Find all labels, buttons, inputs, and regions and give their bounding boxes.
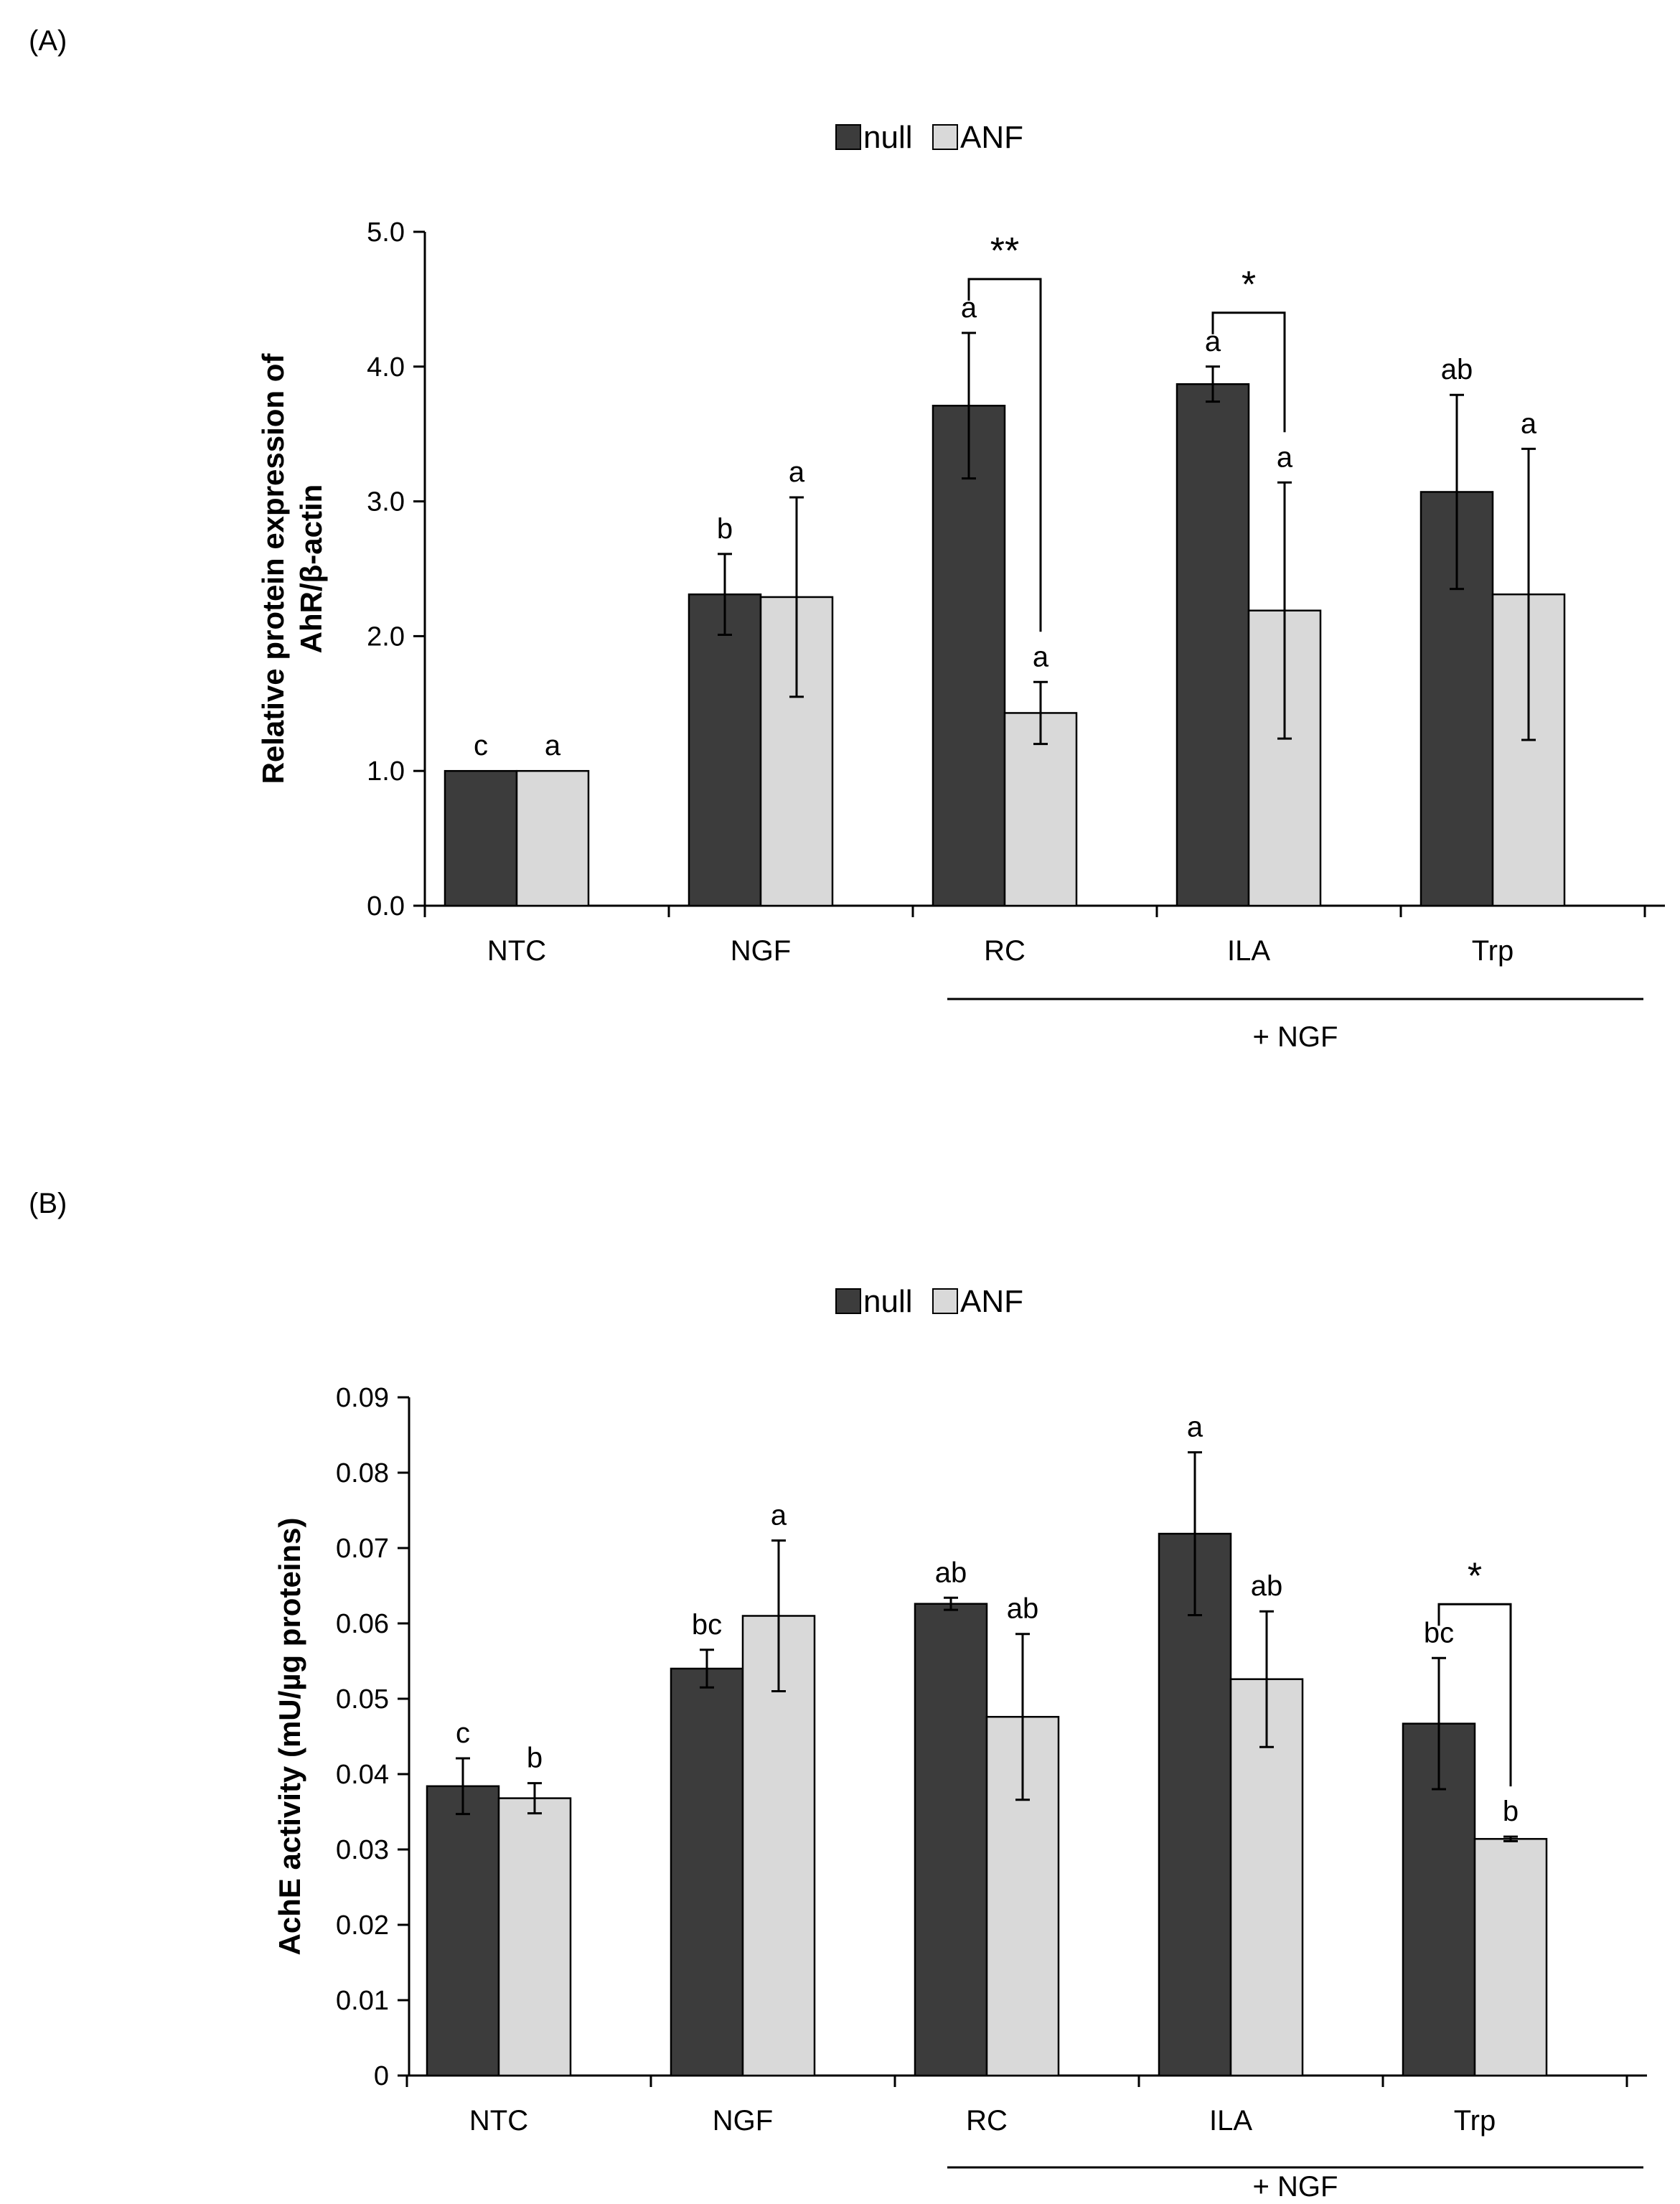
x-category-label-ntc: NTC	[487, 935, 546, 967]
y-tick-label: 0.0	[367, 891, 405, 922]
significance-letter: ab	[935, 1557, 967, 1588]
x-category-label-ila: ILA	[1227, 935, 1270, 967]
y-tick-label: 0.07	[336, 1534, 389, 1564]
y-tick-label: 0.09	[336, 1383, 389, 1413]
chart-panel-a: (A) null ANF 0.0 1.0 2.0 3.0 4.0 5.0 Relative pro…	[29, 25, 1665, 1053]
significance-letter: b	[527, 1743, 543, 1774]
y-tick-label: 0.05	[336, 1684, 389, 1715]
significance-letter: a	[1033, 641, 1049, 672]
significance-letter: ab	[1251, 1570, 1283, 1602]
bar-null-ngf	[670, 1667, 744, 2077]
significance-star: *	[1242, 264, 1256, 306]
x-category-label-rc: RC	[984, 935, 1026, 967]
bar-null-ila	[1158, 1532, 1232, 2077]
y-axis-title: AchE activity (mU/µg proteins)	[273, 1518, 306, 1956]
bar-anf-ntc	[515, 769, 590, 907]
significance-letter: a	[961, 292, 977, 324]
y-tick-label: 4.0	[367, 352, 405, 383]
significance-star: **	[990, 230, 1019, 272]
significance-bracket	[967, 278, 1042, 632]
group-label-ngf: + NGF	[1253, 2171, 1338, 2203]
group-label-ngf: + NGF	[1253, 1021, 1338, 1053]
bar-anf-trp	[1473, 1838, 1548, 2077]
legend-label-null: null	[863, 120, 913, 155]
bar-null-rc	[931, 405, 1006, 907]
y-tick-label: 0.06	[336, 1609, 389, 1639]
bar-anf-ntc	[497, 1797, 572, 2077]
chart-panel-b: (B) null ANF 0 0.01 0.02 0.03 0.04 0.05 0.06 0.07 0…	[29, 1188, 1647, 2203]
x-category-label-rc: RC	[966, 2105, 1008, 2137]
x-category-label-ila: ILA	[1209, 2105, 1252, 2137]
y-tick-label: 3.0	[367, 487, 405, 517]
bar-null-rc	[914, 1603, 988, 2077]
significance-letter: a	[771, 1500, 787, 1532]
x-category-label-ngf: NGF	[713, 2105, 773, 2137]
significance-bracket	[1437, 1603, 1512, 1787]
significance-letter: a	[1187, 1412, 1203, 1443]
bar-null-ntc	[426, 1785, 500, 2077]
panel-label: (A)	[29, 25, 67, 57]
y-axis-title: Relative protein expression of	[256, 353, 290, 784]
x-category-label-ntc: NTC	[469, 2105, 528, 2137]
significance-letter: a	[545, 730, 561, 761]
legend-swatch-anf	[932, 1288, 958, 1314]
y-tick-label: 2.0	[367, 622, 405, 652]
significance-bracket	[1211, 311, 1286, 433]
legend-swatch-anf	[932, 124, 958, 150]
bar-null-ngf	[688, 593, 762, 907]
significance-letter: c	[474, 730, 488, 761]
x-category-label-trp: Trp	[1454, 2105, 1496, 2137]
legend-label-anf: ANF	[960, 120, 1023, 155]
significance-letter: b	[717, 513, 733, 545]
y-tick-label: 0.02	[336, 1910, 389, 1941]
significance-letter: c	[456, 1717, 470, 1749]
significance-letter: a	[789, 456, 805, 488]
bar-anf-ngf	[741, 1615, 816, 2077]
y-tick-label: 5.0	[367, 217, 405, 248]
significance-star: *	[1468, 1555, 1482, 1597]
x-category-label-trp: Trp	[1472, 935, 1514, 967]
bar-null-ila	[1175, 383, 1250, 907]
significance-letter: ab	[1441, 354, 1473, 385]
y-tick-label: 0.01	[336, 1986, 389, 2016]
bar-anf-rc	[1003, 712, 1078, 907]
significance-letter: ab	[1007, 1593, 1039, 1625]
y-tick-label: 0.08	[336, 1458, 389, 1488]
y-tick-label: 0.03	[336, 1835, 389, 1865]
significance-letter: a	[1521, 408, 1537, 439]
y-tick-label: 0.04	[336, 1760, 389, 1790]
significance-letter: a	[1277, 441, 1293, 473]
y-tick-label: 0	[374, 2061, 389, 2091]
y-axis-title-line2: AhR/β-actin	[294, 484, 328, 654]
legend-label-null: null	[863, 1284, 913, 1319]
legend-swatch-null	[835, 1288, 861, 1314]
legend-label-anf: ANF	[960, 1284, 1023, 1319]
x-category-label-ngf: NGF	[731, 935, 791, 967]
legend-swatch-null	[835, 124, 861, 150]
significance-letter: a	[1205, 326, 1221, 357]
significance-letter: b	[1503, 1796, 1519, 1827]
panel-label: (B)	[29, 1188, 67, 1219]
bar-null-ntc	[444, 769, 518, 907]
y-tick-label: 1.0	[367, 756, 405, 787]
significance-letter: bc	[692, 1609, 722, 1641]
